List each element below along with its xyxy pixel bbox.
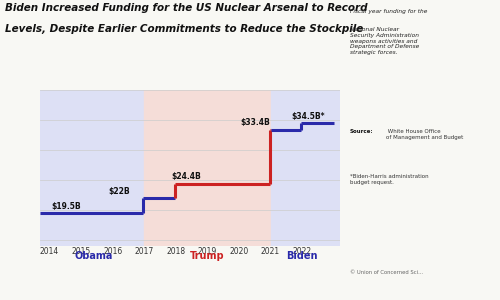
Text: Obama: Obama	[74, 251, 113, 261]
Text: Biden: Biden	[286, 251, 318, 261]
Text: © Union of Concerned Sci...: © Union of Concerned Sci...	[350, 270, 423, 275]
Text: Biden Increased Funding for the US Nuclear Arsenal to Record: Biden Increased Funding for the US Nucle…	[5, 3, 368, 13]
Bar	[144, 90, 270, 246]
Text: Fiscal year funding for the: Fiscal year funding for the	[350, 9, 428, 14]
Text: National Nuclear
Security Administration
weapons activities and
Department of De: National Nuclear Security Administration…	[350, 27, 419, 55]
Text: $19.5B: $19.5B	[51, 202, 80, 211]
Text: Source:: Source:	[350, 129, 374, 134]
Text: $24.4B: $24.4B	[171, 172, 201, 182]
Bar	[270, 90, 340, 246]
Text: *Biden-Harris administration
budget request.: *Biden-Harris administration budget requ…	[350, 174, 428, 185]
Text: Levels, Despite Earlier Commitments to Reduce the Stockpile: Levels, Despite Earlier Commitments to R…	[5, 24, 363, 34]
Text: $33.4B: $33.4B	[240, 118, 270, 127]
Text: $34.5B*: $34.5B*	[291, 112, 324, 122]
Text: Trump: Trump	[190, 251, 224, 261]
Text: $22B: $22B	[108, 188, 130, 196]
Text: White House Office
of Management and Budget: White House Office of Management and Bud…	[386, 129, 463, 140]
Bar	[40, 90, 144, 246]
